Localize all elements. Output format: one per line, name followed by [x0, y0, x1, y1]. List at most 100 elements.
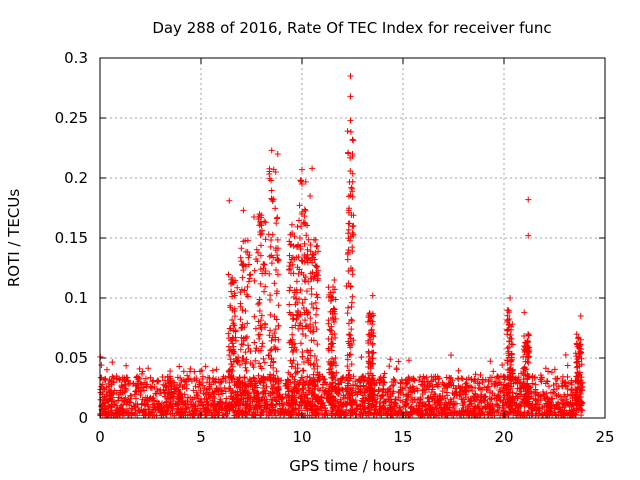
data-point [481, 396, 488, 403]
data-point [307, 193, 314, 199]
data-point [268, 346, 275, 353]
data-point [269, 196, 276, 203]
data-point [349, 293, 356, 300]
data-point [223, 395, 230, 402]
data-point [258, 222, 265, 229]
data-point [294, 223, 301, 230]
data-point [347, 351, 354, 358]
data-point [357, 412, 364, 419]
data-point [368, 388, 375, 395]
data-point [509, 321, 516, 328]
data-point [145, 403, 152, 410]
data-point [319, 373, 326, 380]
data-point [321, 402, 328, 409]
data-point [313, 311, 320, 318]
data-point [360, 398, 367, 405]
data-point [297, 243, 304, 250]
y-tick-label: 0.25 [55, 109, 88, 127]
data-point [573, 406, 580, 413]
data-point [507, 389, 514, 396]
data-point [329, 362, 336, 369]
data-point [485, 383, 492, 390]
data-point [197, 387, 204, 394]
data-point [553, 411, 560, 418]
data-point [236, 361, 243, 368]
data-point [256, 378, 263, 385]
data-point [525, 383, 532, 390]
data-point [331, 310, 338, 317]
data-point [459, 402, 466, 409]
data-point [345, 267, 352, 274]
data-point [228, 336, 235, 343]
data-point [253, 256, 260, 263]
data-point [257, 280, 264, 287]
data-point [287, 284, 294, 291]
data-point [230, 343, 237, 350]
data-point [155, 378, 162, 385]
data-point [574, 376, 581, 383]
data-point [287, 337, 294, 344]
data-point [266, 270, 273, 277]
data-point [98, 383, 105, 390]
data-point [226, 379, 233, 386]
data-point [142, 375, 149, 382]
data-point [288, 344, 295, 351]
data-point [270, 196, 277, 203]
data-point [306, 388, 313, 395]
data-point [246, 402, 253, 409]
data-point [455, 383, 462, 390]
data-point [222, 399, 229, 406]
data-point [262, 401, 269, 408]
data-point [507, 295, 514, 301]
data-point [349, 178, 356, 185]
data-point [234, 398, 241, 405]
data-point [343, 283, 350, 289]
data-point [149, 384, 156, 391]
data-point [228, 361, 235, 368]
data-point [237, 346, 244, 353]
data-point [544, 377, 551, 384]
data-point [348, 361, 355, 368]
data-point [268, 177, 275, 184]
data-point [522, 346, 529, 353]
data-point [313, 263, 320, 270]
data-point [258, 230, 265, 237]
data-point [535, 392, 542, 399]
data-point [369, 321, 376, 328]
data-point [104, 397, 111, 404]
data-point [199, 382, 206, 389]
data-point [268, 147, 275, 154]
data-point [575, 398, 582, 405]
data-point [215, 412, 222, 419]
data-point [292, 378, 299, 385]
data-point [307, 398, 314, 405]
data-point [387, 356, 394, 363]
data-point [259, 270, 266, 277]
y-tick-label: 0.05 [55, 349, 88, 367]
data-point [506, 366, 513, 373]
data-point [200, 402, 207, 409]
data-point [471, 394, 478, 401]
data-point [303, 395, 310, 402]
data-point [128, 392, 135, 399]
data-point [225, 385, 232, 392]
data-point [307, 347, 314, 354]
data-point [266, 171, 273, 178]
data-point [271, 410, 278, 417]
x-tick-label: 10 [292, 428, 311, 446]
data-point [240, 267, 247, 274]
data-point [252, 325, 259, 332]
data-point [256, 335, 263, 342]
data-point [562, 351, 569, 358]
data-point [521, 309, 528, 316]
data-point [319, 411, 326, 418]
data-point [508, 398, 515, 405]
data-point [267, 371, 274, 378]
data-point [160, 412, 167, 419]
data-point [254, 392, 261, 399]
data-point [345, 230, 352, 237]
data-point [164, 409, 171, 416]
data-point [302, 274, 309, 281]
data-point [289, 360, 296, 367]
data-point [133, 388, 140, 395]
